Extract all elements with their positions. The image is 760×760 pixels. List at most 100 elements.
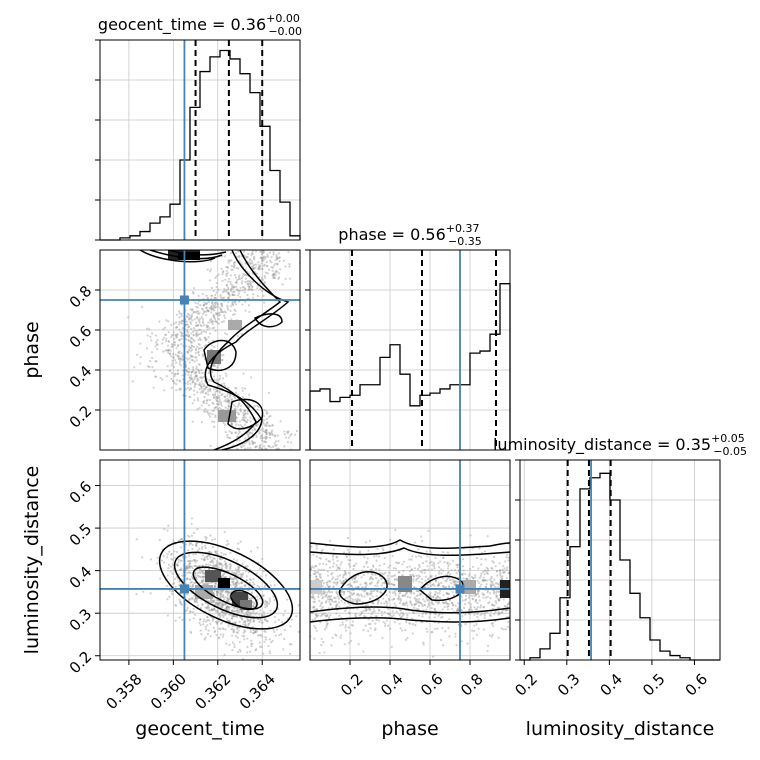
sample-point xyxy=(387,579,390,582)
sample-point xyxy=(321,597,324,600)
sample-point xyxy=(479,574,482,578)
sample-point xyxy=(418,565,421,568)
sample-point xyxy=(244,273,247,277)
sample-point xyxy=(206,296,209,299)
sample-point xyxy=(289,434,292,437)
sample-point xyxy=(254,404,257,408)
sample-point xyxy=(276,256,279,259)
sample-point xyxy=(224,595,227,599)
sample-point xyxy=(467,596,471,599)
sample-point xyxy=(249,578,252,581)
sample-point xyxy=(198,621,201,624)
sample-point xyxy=(249,611,252,614)
sample-point xyxy=(189,387,192,390)
sample-point xyxy=(196,397,199,400)
sample-point xyxy=(437,582,441,585)
sample-point xyxy=(262,594,265,597)
sample-point xyxy=(396,579,399,582)
sample-point xyxy=(413,567,417,570)
sample-point xyxy=(478,599,481,602)
sample-point xyxy=(217,562,221,565)
sample-point xyxy=(233,308,236,311)
sample-point xyxy=(241,286,245,289)
sample-point xyxy=(491,622,494,625)
sample-point xyxy=(229,563,232,566)
sample-point xyxy=(246,637,249,640)
sample-point xyxy=(229,274,232,277)
sample-point xyxy=(380,591,383,594)
sample-point xyxy=(240,277,244,280)
sample-point xyxy=(434,580,438,583)
sample-point xyxy=(403,594,406,597)
sample-point xyxy=(389,564,392,567)
sample-point xyxy=(188,543,191,546)
sample-point xyxy=(216,590,219,594)
sample-point xyxy=(220,304,223,307)
sample-point xyxy=(189,630,192,633)
sample-point xyxy=(175,333,178,336)
sample-point xyxy=(226,407,229,411)
sample-point xyxy=(225,590,228,593)
sample-point xyxy=(491,580,494,583)
sample-point xyxy=(234,568,237,571)
sample-point xyxy=(232,580,235,583)
sample-point xyxy=(265,431,268,434)
sample-point xyxy=(239,540,242,543)
sample-point xyxy=(252,601,256,605)
sample-point xyxy=(480,572,483,575)
sample-point xyxy=(225,607,228,610)
sample-point xyxy=(437,596,440,599)
sample-point xyxy=(339,624,342,627)
sample-point xyxy=(246,410,249,413)
sample-point xyxy=(497,606,501,609)
sample-point xyxy=(224,311,227,314)
sample-point xyxy=(206,632,210,636)
sample-point xyxy=(424,612,428,615)
sample-point xyxy=(500,611,504,614)
sample-point xyxy=(263,408,266,412)
sample-point xyxy=(200,368,203,372)
sample-point xyxy=(221,590,224,593)
sample-point xyxy=(363,565,366,568)
sample-point xyxy=(259,428,262,431)
sample-point xyxy=(190,354,193,357)
sample-point xyxy=(141,556,144,559)
sample-point xyxy=(430,631,433,634)
sample-point xyxy=(349,583,352,586)
sample-point xyxy=(403,560,406,563)
sample-point xyxy=(254,446,257,449)
sample-point xyxy=(391,583,394,586)
sample-point xyxy=(504,628,507,631)
sample-point xyxy=(488,613,492,617)
sample-point xyxy=(214,390,217,393)
sample-point xyxy=(213,585,216,588)
sample-point xyxy=(207,563,210,566)
sample-point xyxy=(211,619,214,622)
sample-point xyxy=(206,619,209,622)
sample-point xyxy=(228,566,231,569)
sample-point xyxy=(452,603,455,606)
sample-point xyxy=(191,338,195,341)
sample-point xyxy=(211,420,214,423)
sample-point xyxy=(194,543,198,546)
sample-point xyxy=(294,433,297,436)
sample-point xyxy=(447,567,450,570)
sample-point xyxy=(277,618,281,622)
sample-point xyxy=(342,579,345,583)
sample-point xyxy=(178,320,181,323)
sample-point xyxy=(401,563,404,566)
sample-point xyxy=(361,589,364,592)
sample-point xyxy=(192,345,196,349)
sample-point xyxy=(229,565,232,568)
sample-point xyxy=(335,569,338,572)
sample-point xyxy=(330,573,333,576)
sample-point xyxy=(370,575,373,579)
sample-point xyxy=(180,343,183,346)
sample-point xyxy=(464,613,467,616)
sample-point xyxy=(233,261,236,264)
sample-point xyxy=(478,585,482,588)
sample-point xyxy=(233,293,236,297)
sample-point xyxy=(215,406,218,409)
sample-point xyxy=(212,409,216,412)
sample-point xyxy=(200,390,204,393)
